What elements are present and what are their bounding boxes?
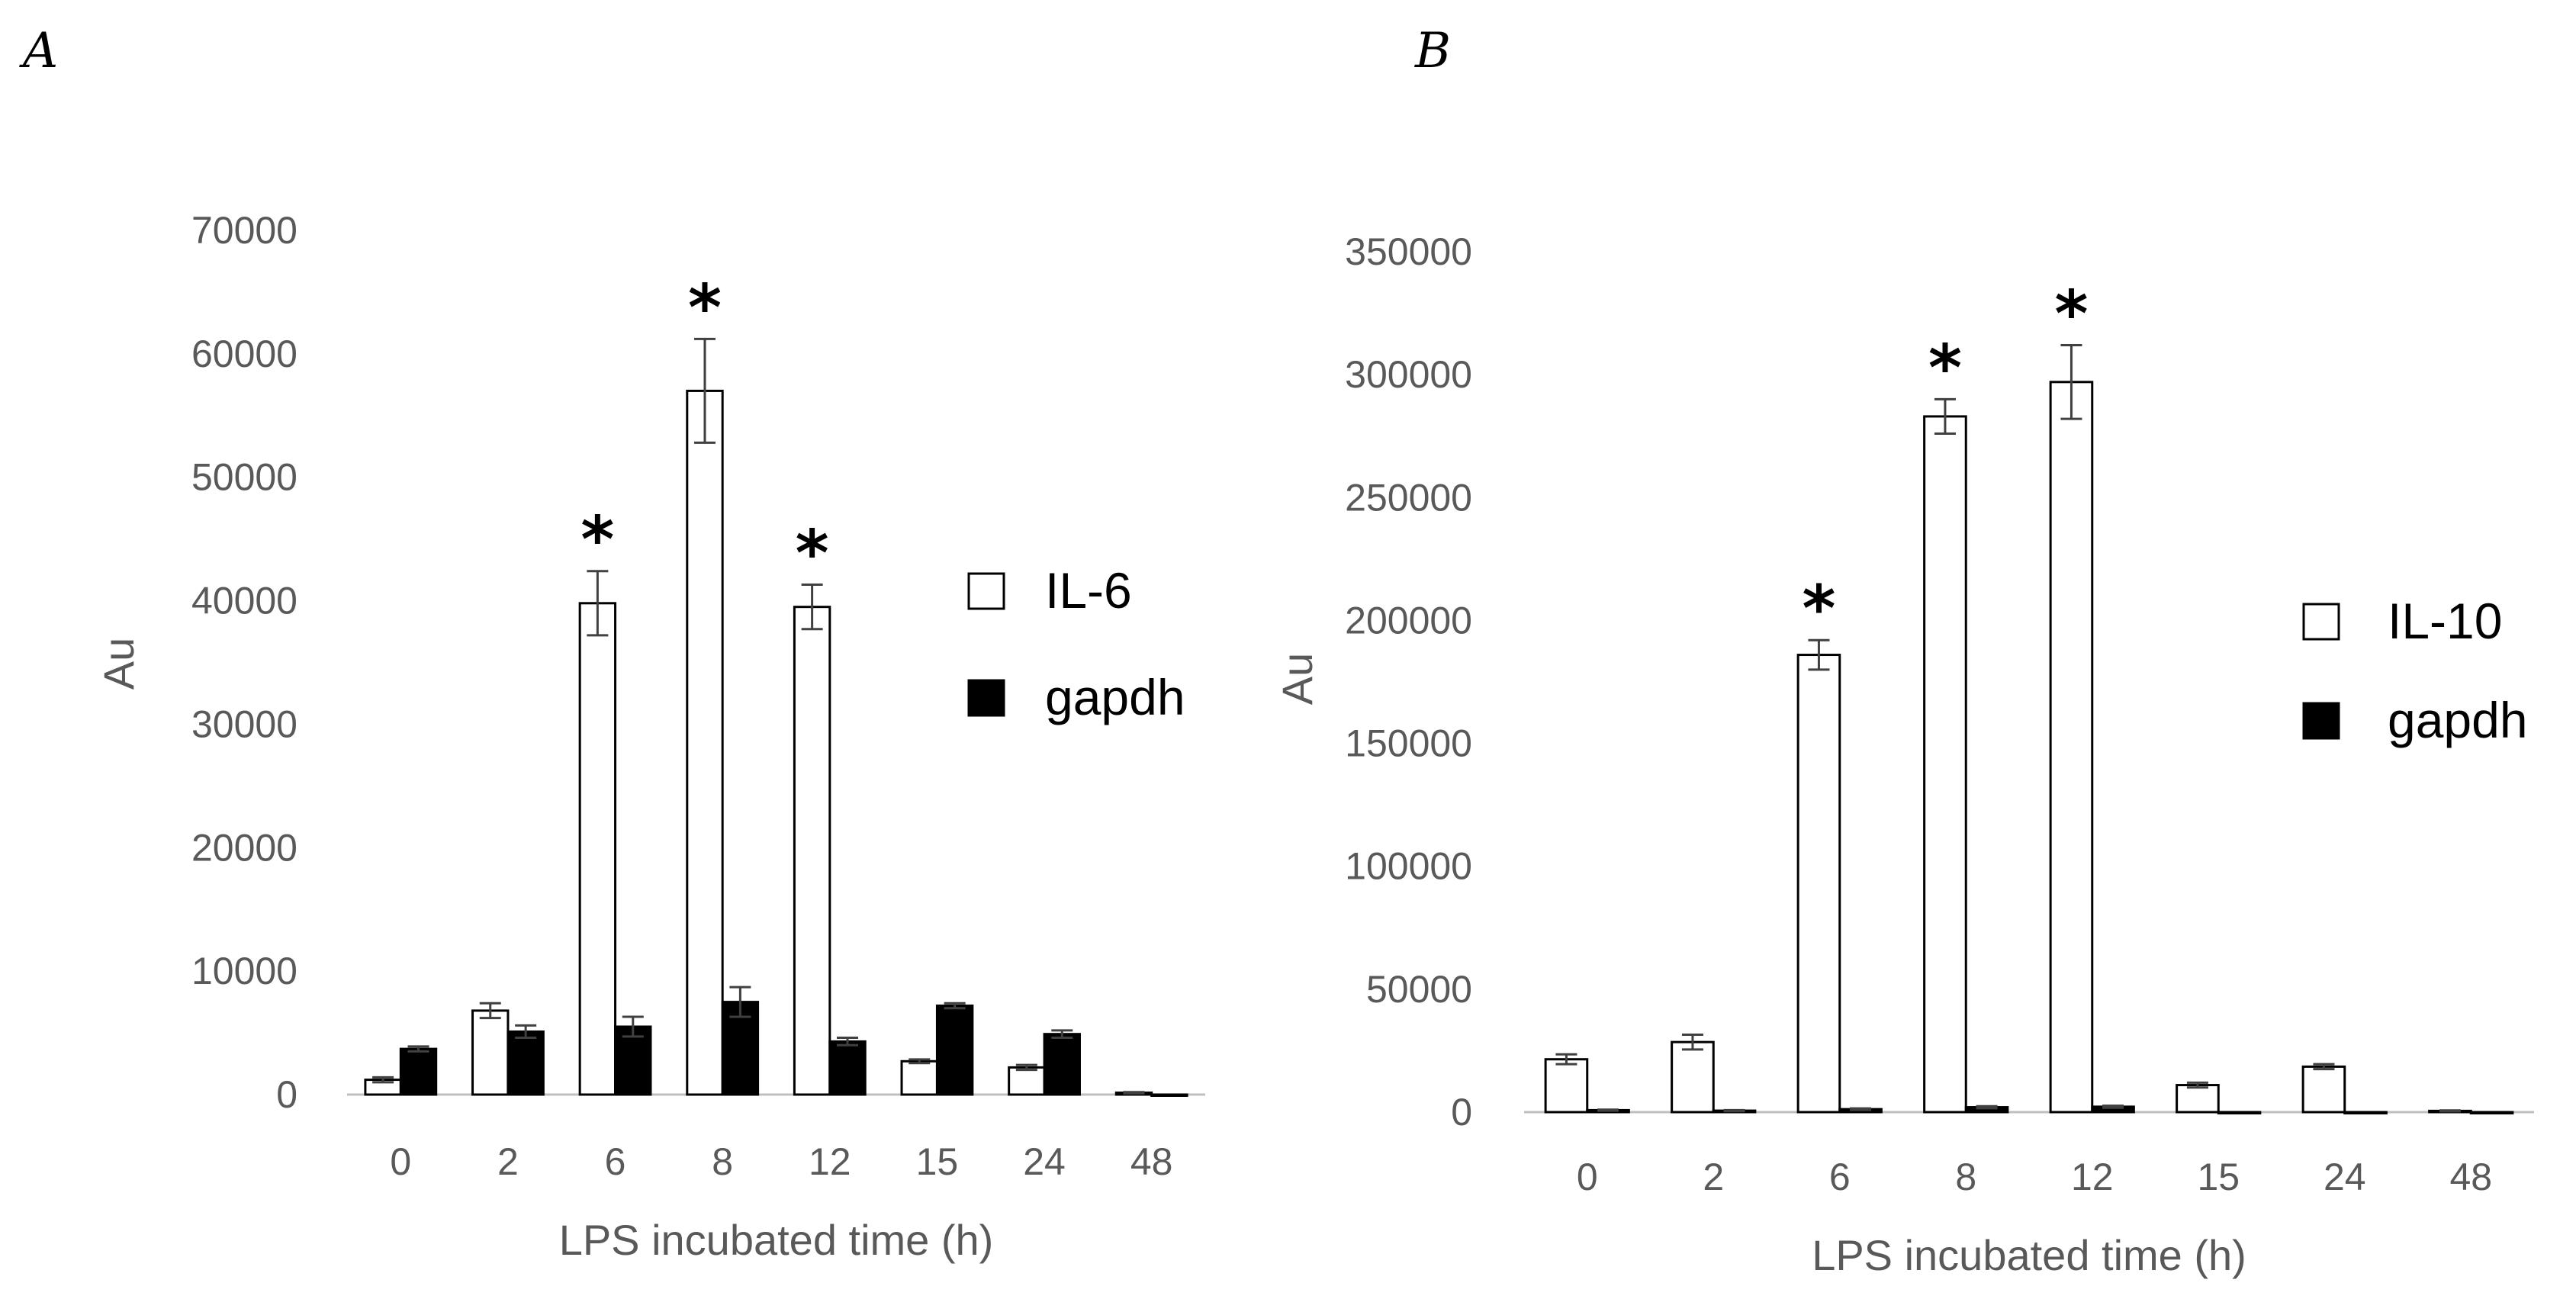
y-tick-label: 40000 <box>191 580 297 622</box>
x-tick-label: 12 <box>809 1140 851 1183</box>
x-axis-title: LPS incubated time (h) <box>1812 1231 2246 1279</box>
y-tick-label: 350000 <box>1345 230 1472 273</box>
bar-il-6-12 <box>793 606 831 1096</box>
y-tick-label: 70000 <box>191 209 297 252</box>
chart-a: 0 10000 20000 30000 40000 50000 60000 70000 0 2 6 8… <box>95 209 1205 1264</box>
x-axis-title: LPS incubated time (h) <box>559 1216 994 1264</box>
x-tick-label: 2 <box>1703 1156 1724 1198</box>
bar-il-10-2 <box>1671 1040 1715 1114</box>
legend-label-il-10: IL-10 <box>2388 593 2502 649</box>
bar-il-10-8 <box>1923 415 1967 1114</box>
x-tick-label: 24 <box>2324 1156 2366 1198</box>
x-tick-label: 0 <box>390 1140 411 1183</box>
significance-star: * <box>1802 571 1835 646</box>
legend-swatch-il-6 <box>967 572 1005 610</box>
bar-il-6-24 <box>1008 1066 1046 1096</box>
x-tick-label: 6 <box>1829 1156 1851 1198</box>
x-tick-label: 8 <box>712 1140 733 1183</box>
y-tick-label: 60000 <box>191 333 297 375</box>
legend-label-il-6: IL-6 <box>1045 562 1132 619</box>
significance-star: * <box>1928 330 1962 405</box>
y-tick-label: 250000 <box>1345 476 1472 519</box>
legend-swatch-il-10 <box>2302 603 2340 641</box>
y-tick-label: 50000 <box>191 456 297 499</box>
legend-swatch-gapdh <box>2302 702 2340 740</box>
bar-gapdh-48 <box>2469 1111 2514 1114</box>
bar-il-6-15 <box>900 1059 938 1096</box>
bar-gapdh-0 <box>399 1047 438 1096</box>
bar-il-6-8 <box>686 389 724 1096</box>
x-tick-label: 6 <box>605 1140 626 1183</box>
bar-il-10-12 <box>2049 381 2094 1114</box>
bar-il-10-15 <box>2176 1084 2220 1114</box>
significance-star: * <box>796 516 829 591</box>
y-tick-label: 50000 <box>1366 968 1472 1011</box>
y-tick-label: 100000 <box>1345 845 1472 888</box>
y-tick-label: 0 <box>276 1073 297 1116</box>
x-tick-label: 0 <box>1577 1156 1598 1198</box>
bar-il-10-24 <box>2301 1065 2346 1114</box>
bar-il-6-6 <box>578 602 617 1096</box>
y-tick-label: 150000 <box>1345 722 1472 765</box>
bar-gapdh-24 <box>2343 1111 2388 1114</box>
significance-star: * <box>580 503 614 577</box>
legend-label-gapdh: gapdh <box>2388 692 2528 748</box>
x-tick-label: 15 <box>916 1140 959 1183</box>
y-tick-label: 30000 <box>191 703 297 745</box>
y-tick-label: 10000 <box>191 950 297 992</box>
bar-gapdh-48 <box>1150 1093 1188 1097</box>
y-axis-title: Au <box>95 638 143 690</box>
x-tick-label: 15 <box>2197 1156 2240 1198</box>
bar-il-10-6 <box>1796 654 1841 1114</box>
legend-label-gapdh: gapdh <box>1045 669 1185 725</box>
y-axis-title: Au <box>1273 653 1321 706</box>
x-tick-label: 48 <box>2449 1156 2492 1198</box>
legend-swatch-gapdh <box>967 679 1005 717</box>
bar-gapdh-15 <box>2217 1111 2262 1114</box>
y-tick-label: 200000 <box>1345 599 1472 641</box>
x-tick-label: 2 <box>497 1140 519 1183</box>
y-tick-label: 20000 <box>191 826 297 869</box>
bar-il-6-2 <box>471 1009 510 1096</box>
x-tick-label: 48 <box>1130 1140 1173 1183</box>
bar-gapdh-12 <box>828 1040 867 1096</box>
significance-star: * <box>2054 276 2088 351</box>
x-tick-label: 8 <box>1955 1156 1976 1198</box>
significance-star: * <box>688 270 722 345</box>
y-tick-label: 300000 <box>1345 353 1472 396</box>
bar-il-10-0 <box>1544 1058 1589 1114</box>
x-tick-label: 12 <box>2071 1156 2114 1198</box>
panel-letter-b: B <box>1414 23 1451 79</box>
chart-b: 0 50000 100000 150000 200000 250000 300000 3500… <box>1273 230 2534 1279</box>
bar-gapdh-24 <box>1043 1033 1081 1096</box>
bar-gapdh-2 <box>507 1030 545 1096</box>
x-tick-label: 24 <box>1023 1140 1066 1183</box>
bar-gapdh-15 <box>935 1004 974 1096</box>
y-tick-label: 0 <box>1451 1091 1472 1133</box>
panel-letter-a: A <box>19 23 58 79</box>
